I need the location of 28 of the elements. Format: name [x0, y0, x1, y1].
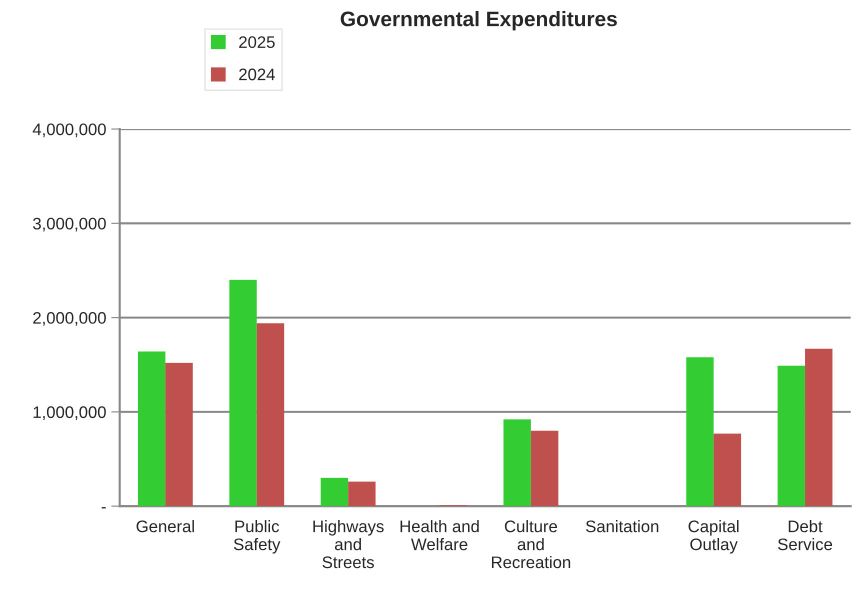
bar	[348, 482, 376, 506]
bar	[530, 430, 558, 506]
bar	[503, 419, 531, 506]
legend-label: 2025	[239, 36, 275, 48]
y-tick-label: 2,000,000	[33, 312, 106, 326]
bar	[686, 357, 714, 506]
x-tick-label: General	[136, 520, 194, 532]
x-tick-label: Health and Welfare	[400, 520, 479, 550]
chart-title: Governmental Expenditures	[340, 11, 617, 30]
y-tick-label: 4,000,000	[32, 123, 106, 138]
x-tick-label: Capital Outlay	[688, 520, 738, 554]
bar	[165, 362, 193, 506]
bar	[229, 280, 257, 506]
legend-label: 2024	[239, 68, 275, 80]
bar	[320, 478, 348, 506]
bar	[805, 348, 832, 506]
x-tick-label: Culture and Recreation	[492, 520, 570, 568]
y-tick-label: 3,000,000	[33, 218, 106, 232]
x-tick-label: Highways and Streets	[313, 520, 384, 568]
bar	[778, 366, 806, 506]
y-tick-label: -	[102, 507, 106, 508]
x-tick-label: Debt Service	[778, 520, 832, 550]
bar	[138, 352, 166, 506]
x-tick-label: Public Safety	[234, 520, 280, 554]
x-tick-label: Sanitation	[586, 520, 658, 532]
bar	[256, 323, 284, 506]
bar	[714, 434, 742, 506]
y-tick-label: 1,000,000	[34, 406, 106, 420]
